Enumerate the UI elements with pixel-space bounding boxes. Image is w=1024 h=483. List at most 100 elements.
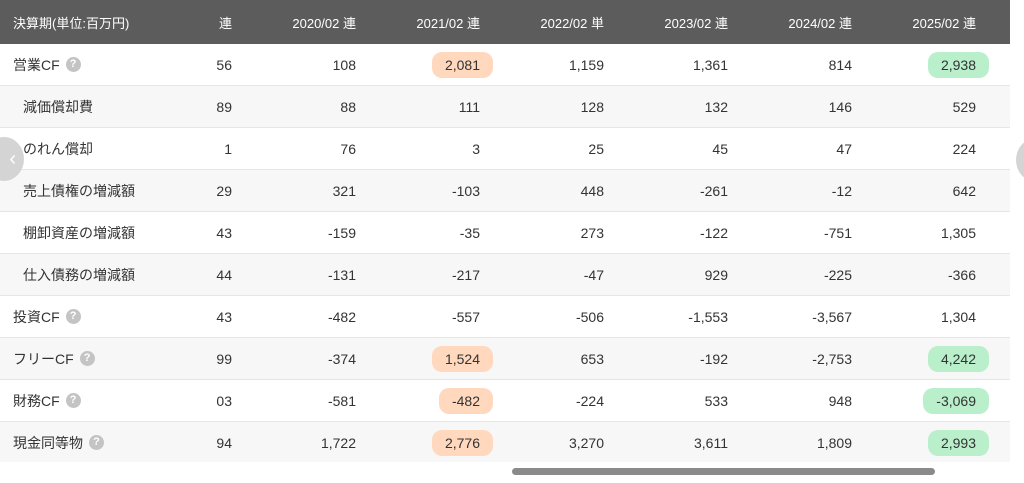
header-col-2021: 2021/02 連 xyxy=(416,15,480,31)
table-cell: 99 xyxy=(216,350,232,367)
row-label: 営業CF ? xyxy=(0,44,200,85)
table-cell: 47 xyxy=(836,140,852,157)
table-cell: -374 xyxy=(327,350,356,367)
header-col-2022: 2022/02 単 xyxy=(540,15,604,31)
table-cell: -3,069 xyxy=(852,380,989,421)
row-label: 仕入債務の増減額 xyxy=(23,266,135,283)
table-cell: 3,270 xyxy=(568,434,604,451)
row-label: 財務CF ? xyxy=(0,380,200,421)
table-cell: -482 xyxy=(327,308,356,325)
table-cell: 642 xyxy=(952,182,976,199)
table-cell: -3,567 xyxy=(812,308,852,325)
table-cell: 814 xyxy=(828,56,852,73)
table-cell: 43 xyxy=(216,224,232,241)
table-cell: 29 xyxy=(216,182,232,199)
header-col-2024: 2024/02 連 xyxy=(788,15,852,31)
help-icon[interactable]: ? xyxy=(79,351,95,366)
table-cell: 25 xyxy=(588,140,604,157)
header-col-2020: 2020/02 連 xyxy=(292,15,356,31)
table-cell: 4,242 xyxy=(852,338,989,379)
help-icon[interactable]: ? xyxy=(65,309,81,324)
table-cell: 146 xyxy=(828,98,852,115)
table-cell: 2,993 xyxy=(852,422,989,463)
table-cell: 56 xyxy=(216,56,232,73)
row-label: 売上債権の増減額 xyxy=(23,182,135,199)
table-row-cash-equivalents: 現金同等物 ? 94 1,722 2,776 3,270 3,611 1,809… xyxy=(0,422,1010,464)
table-row-investing-cf: 投資CF ? 43 -482 -557 -506 -1,553 -3,567 1… xyxy=(0,296,1010,338)
row-label: 減価償却費 xyxy=(23,98,93,115)
table-cell: -751 xyxy=(823,224,852,241)
header-period-label: 決算期(単位:百万円) xyxy=(13,15,130,31)
table-cell: 88 xyxy=(340,98,356,115)
table-cell: -581 xyxy=(327,392,356,409)
row-label-text: 財務CF xyxy=(13,392,60,409)
table-cell: 3 xyxy=(472,140,480,157)
table-cell: 2,776 xyxy=(356,422,493,463)
table-cell: -192 xyxy=(699,350,728,367)
table-cell: 224 xyxy=(952,140,976,157)
table-cell: 132 xyxy=(704,98,728,115)
table-cell: 43 xyxy=(216,308,232,325)
table-cell: 128 xyxy=(580,98,604,115)
table-cell: 1 xyxy=(224,140,232,157)
table-row-operating-cf: 営業CF ? 56 108 2,081 1,159 1,361 814 2,93… xyxy=(0,44,1010,86)
table-cell: 533 xyxy=(704,392,728,409)
table-row-inventory-change: 棚卸資産の増減額 43 -159 -35 273 -122 -751 1,305 xyxy=(0,212,1010,254)
table-cell: -47 xyxy=(583,266,604,283)
row-label-text: 営業CF xyxy=(13,56,60,73)
row-label: 現金同等物 ? xyxy=(0,422,200,463)
table-cell: 03 xyxy=(216,392,232,409)
table-cell: -35 xyxy=(459,224,480,241)
table-cell: -506 xyxy=(575,308,604,325)
table-cell: 111 xyxy=(458,98,480,115)
table-row-financing-cf: 財務CF ? 03 -581 -482 -224 533 948 -3,069 xyxy=(0,380,1010,422)
table-cell: 1,524 xyxy=(356,338,493,379)
table-cell: 653 xyxy=(580,350,604,367)
help-icon[interactable]: ? xyxy=(65,393,81,408)
highlight-min-badge: 2,776 xyxy=(431,429,493,456)
highlight-max-badge: 2,938 xyxy=(927,51,989,78)
row-label: 棚卸資産の増減額 xyxy=(23,224,135,241)
table-cell: -557 xyxy=(451,308,480,325)
table-cell: 1,722 xyxy=(320,434,356,451)
highlight-min-badge: 1,524 xyxy=(431,345,493,372)
row-label-text: フリーCF xyxy=(13,350,74,367)
table-row-free-cf: フリーCF ? 99 -374 1,524 653 -192 -2,753 4,… xyxy=(0,338,1010,380)
table-cell: 94 xyxy=(216,434,232,451)
table-cell: 45 xyxy=(712,140,728,157)
horizontal-scrollbar-thumb[interactable] xyxy=(512,468,935,475)
header-col-0: 連 xyxy=(218,15,232,31)
table-cell: 1,305 xyxy=(940,224,976,241)
row-label: のれん償却 xyxy=(23,140,93,157)
chevron-left-icon: ‹ xyxy=(9,147,16,170)
table-cell: 108 xyxy=(332,56,356,73)
highlight-min-badge: 2,081 xyxy=(431,51,493,78)
table-cell: 529 xyxy=(952,98,976,115)
highlight-max-badge: 2,993 xyxy=(927,429,989,456)
table-cell: 448 xyxy=(580,182,604,199)
highlight-min-badge: -482 xyxy=(438,387,493,414)
table-cell: 948 xyxy=(828,392,852,409)
table-cell: 273 xyxy=(580,224,604,241)
table-cell: 1,159 xyxy=(568,56,604,73)
table-cell: -131 xyxy=(327,266,356,283)
row-label-text: 投資CF xyxy=(13,308,60,325)
table-cell: -103 xyxy=(451,182,480,199)
table-cell: 1,361 xyxy=(692,56,728,73)
header-col-2023: 2023/02 連 xyxy=(664,15,728,31)
scroll-right-button[interactable] xyxy=(1016,138,1024,182)
table-row-depreciation: 減価償却費 89 88 111 128 132 146 529 xyxy=(0,86,1010,128)
table-cell: 929 xyxy=(704,266,728,283)
row-label: 投資CF ? xyxy=(0,296,200,337)
help-icon[interactable]: ? xyxy=(65,57,81,72)
highlight-max-badge: -3,069 xyxy=(923,387,989,414)
table-cell: -122 xyxy=(699,224,728,241)
table-cell: -225 xyxy=(823,266,852,283)
row-label-text: 現金同等物 xyxy=(13,434,83,451)
table-cell: 2,081 xyxy=(356,44,493,85)
table-row-receivables-change: 売上債権の増減額 29 321 -103 448 -261 -12 642 xyxy=(0,170,1010,212)
help-icon[interactable]: ? xyxy=(89,435,104,450)
table-cell: -261 xyxy=(699,182,728,199)
table-row-goodwill-amortization: のれん償却 1 76 3 25 45 47 224 xyxy=(0,128,1010,170)
table-cell: 321 xyxy=(332,182,356,199)
